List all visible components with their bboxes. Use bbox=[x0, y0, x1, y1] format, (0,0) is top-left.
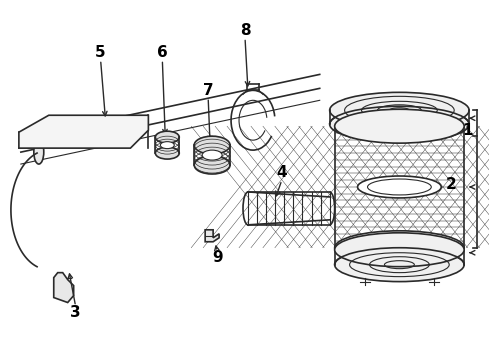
Text: 9: 9 bbox=[212, 250, 222, 265]
Text: 2: 2 bbox=[446, 177, 457, 193]
Polygon shape bbox=[54, 273, 74, 302]
Text: 3: 3 bbox=[71, 305, 81, 320]
Text: 4: 4 bbox=[276, 165, 287, 180]
Polygon shape bbox=[205, 230, 219, 242]
Text: 8: 8 bbox=[240, 23, 250, 38]
Text: 6: 6 bbox=[157, 45, 168, 60]
Text: 7: 7 bbox=[203, 83, 214, 98]
Ellipse shape bbox=[194, 136, 230, 154]
Ellipse shape bbox=[34, 140, 44, 164]
Text: 5: 5 bbox=[95, 45, 106, 60]
Ellipse shape bbox=[335, 233, 464, 267]
Text: 1: 1 bbox=[462, 123, 472, 138]
Ellipse shape bbox=[335, 231, 464, 265]
Ellipse shape bbox=[330, 106, 469, 142]
Ellipse shape bbox=[194, 156, 230, 174]
Ellipse shape bbox=[61, 285, 67, 293]
Polygon shape bbox=[19, 115, 148, 148]
Ellipse shape bbox=[335, 248, 464, 282]
Ellipse shape bbox=[155, 147, 179, 159]
Ellipse shape bbox=[358, 176, 441, 198]
Ellipse shape bbox=[160, 141, 174, 149]
Ellipse shape bbox=[330, 92, 469, 128]
Ellipse shape bbox=[155, 131, 179, 143]
Ellipse shape bbox=[202, 150, 222, 160]
Ellipse shape bbox=[335, 109, 464, 143]
